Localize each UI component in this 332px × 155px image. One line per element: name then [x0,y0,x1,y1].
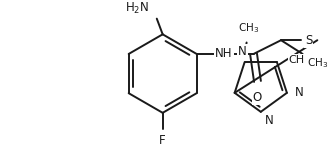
Text: N: N [238,45,247,58]
Text: NH: NH [215,47,233,60]
Text: CH: CH [289,55,305,65]
Text: N: N [295,86,303,99]
Text: O: O [253,91,262,104]
Text: F: F [159,134,166,147]
Text: S: S [305,34,312,47]
Text: CH$_3$: CH$_3$ [238,21,259,35]
Text: N: N [265,114,274,127]
Text: CH$_3$: CH$_3$ [306,56,328,70]
Text: H$_2$N: H$_2$N [125,1,149,16]
